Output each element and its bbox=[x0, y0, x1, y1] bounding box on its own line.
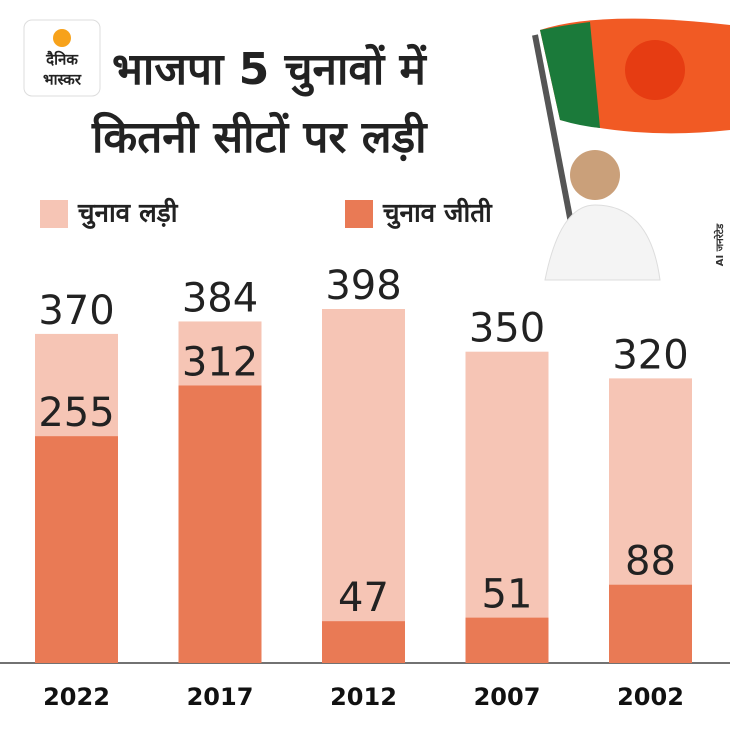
x-tick-label: 2022 bbox=[43, 683, 110, 711]
chart-title: कितनी सीटों पर लड़ी bbox=[91, 111, 428, 163]
value-label: 47 bbox=[338, 575, 389, 621]
value-label: 88 bbox=[625, 539, 676, 585]
value-label: 350 bbox=[469, 306, 545, 352]
flag-green bbox=[540, 22, 600, 128]
x-tick-label: 2007 bbox=[474, 683, 541, 711]
bar bbox=[322, 621, 405, 663]
logo-text: दैनिक bbox=[45, 51, 79, 69]
flag-lotus bbox=[625, 40, 685, 100]
logo-box bbox=[23, 19, 101, 97]
value-label: 51 bbox=[482, 572, 533, 618]
bar bbox=[465, 617, 549, 663]
bar bbox=[609, 584, 692, 663]
x-tick-label: 2002 bbox=[617, 683, 684, 711]
legend-swatch bbox=[40, 200, 68, 228]
bar bbox=[322, 309, 405, 663]
person-body bbox=[544, 204, 661, 281]
bar bbox=[35, 436, 118, 663]
legend-label: चुनाव जीती bbox=[382, 198, 493, 230]
value-label: 370 bbox=[38, 288, 114, 334]
legend-label: चुनाव लड़ी bbox=[77, 198, 179, 230]
x-tick-label: 2012 bbox=[330, 683, 397, 711]
value-label: 384 bbox=[182, 275, 258, 321]
bar bbox=[465, 351, 549, 663]
logo-sun bbox=[53, 29, 71, 47]
chart-title: भाजपा 5 चुनावों में bbox=[112, 43, 428, 97]
bar bbox=[178, 385, 262, 663]
value-label: 312 bbox=[182, 339, 258, 385]
value-label: 398 bbox=[325, 263, 401, 309]
logo-text: भास्कर bbox=[43, 71, 82, 89]
value-label: 255 bbox=[38, 390, 114, 436]
legend-swatch bbox=[345, 200, 373, 228]
person-head bbox=[570, 150, 620, 200]
x-tick-label: 2017 bbox=[187, 683, 254, 711]
ai-note: AI जनरेटेड bbox=[713, 223, 726, 266]
value-label: 320 bbox=[612, 332, 688, 378]
